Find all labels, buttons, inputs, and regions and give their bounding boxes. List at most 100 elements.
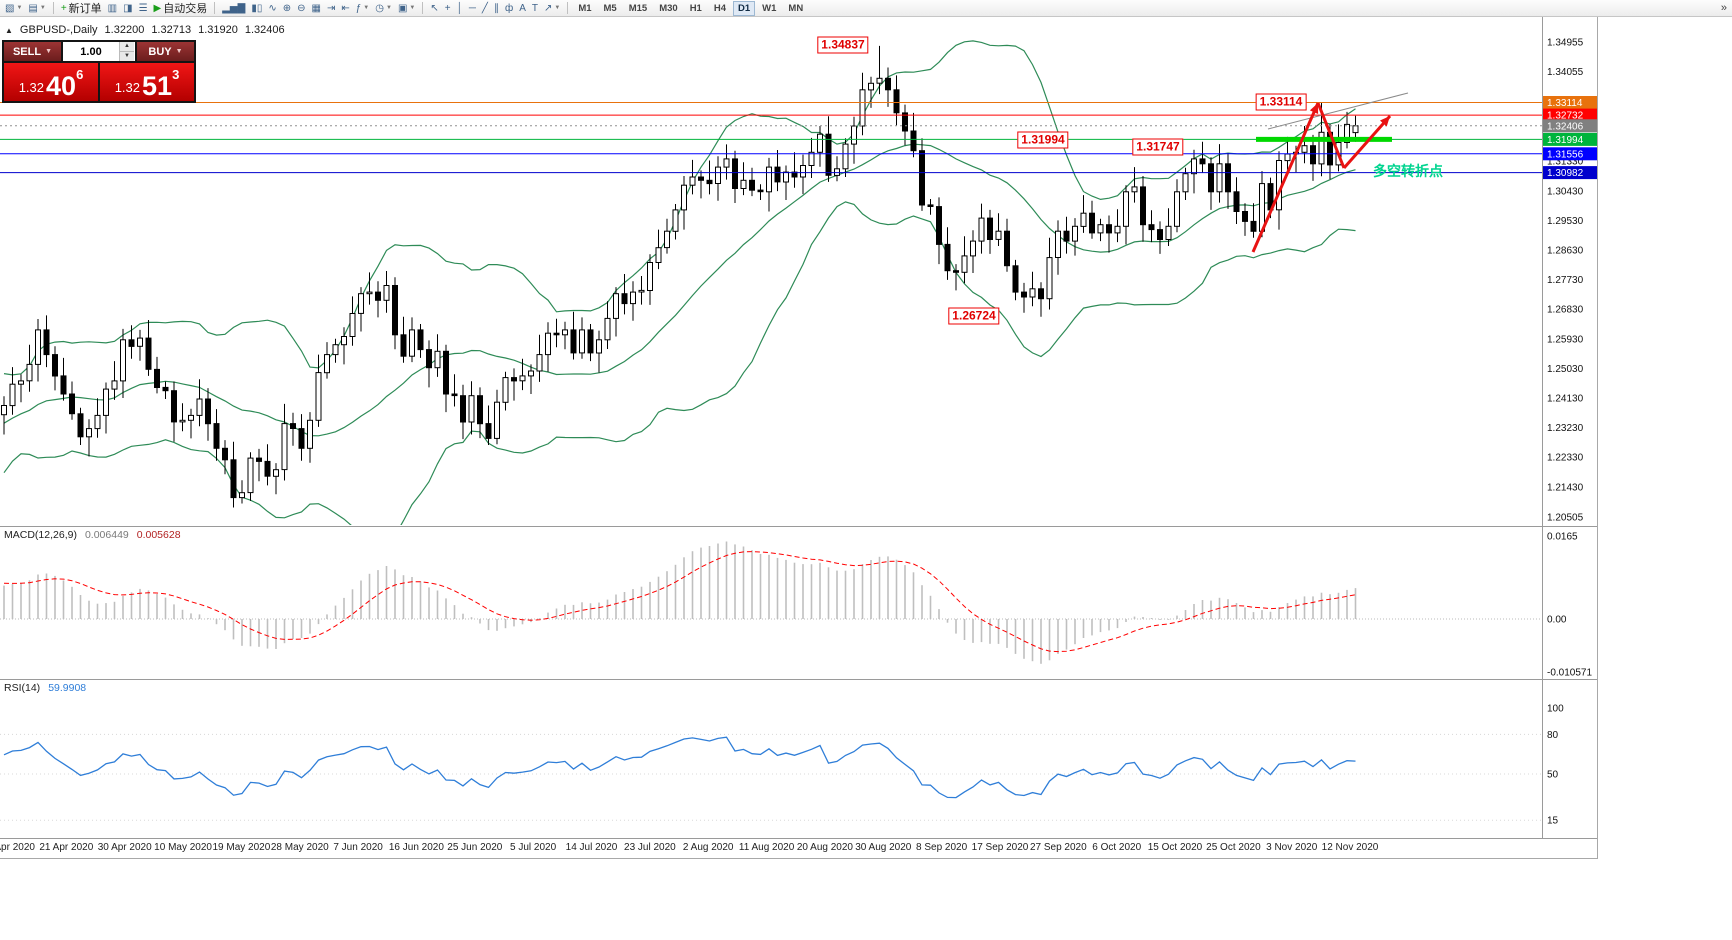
bull-candle	[35, 329, 41, 365]
price-callout[interactable]: 1.31994	[1017, 131, 1069, 149]
lot-size-input[interactable]	[63, 42, 119, 61]
dropdown-arrow-icon[interactable]: ▼	[16, 5, 23, 11]
bear-candle	[732, 158, 738, 189]
bollinger-bands	[3, 40, 1356, 525]
timeframe-m30[interactable]: M30	[659, 2, 678, 14]
tile-windows-icon[interactable]: ▦	[309, 1, 324, 16]
lot-size-control: ▲ ▼	[63, 42, 135, 61]
timeframe-m1[interactable]: M1	[578, 2, 592, 14]
line-chart-icon[interactable]: ∿	[265, 1, 279, 16]
trendline-object[interactable]	[1267, 92, 1409, 130]
sell-price-display[interactable]: 1.32 40 6	[4, 63, 98, 101]
templates-icon[interactable]: ▣ ▼	[395, 1, 418, 16]
bar-chart-icon[interactable]: ▂▅▇	[219, 1, 248, 16]
arrows-icon[interactable]: ↗ ▼	[541, 1, 563, 16]
channel-icon[interactable]: ∥	[491, 1, 502, 16]
trend-arrow[interactable]	[1316, 102, 1346, 169]
date-axis-label: 15 Oct 2020	[1148, 842, 1203, 853]
trend-arrow[interactable]	[1251, 102, 1320, 253]
buy-button[interactable]: BUY ▼	[137, 42, 194, 61]
lot-decrease-button[interactable]: ▼	[120, 52, 134, 61]
price-axis-badge[interactable]	[1543, 166, 1597, 180]
sell-button[interactable]: SELL ▼	[4, 42, 61, 61]
sell-dropdown-icon[interactable]: ▼	[45, 48, 53, 55]
date-axis-label: 12 Nov 2020	[1322, 842, 1379, 853]
chart-window-gbpusd[interactable]: 1.34955 1.34055 1.31330 1.30430 1.29530 1.286…	[0, 17, 1598, 859]
buy-dropdown-icon[interactable]: ▼	[175, 48, 183, 55]
buy-price-display[interactable]: 1.32 51 3	[100, 63, 194, 101]
vertical-line-icon[interactable]: │	[454, 1, 466, 16]
indicators-icon[interactable]: ƒ ▼	[353, 1, 373, 16]
crosshair-icon: +	[444, 2, 451, 14]
price-axis-badge[interactable]	[1543, 96, 1597, 109]
dropdown-arrow-icon[interactable]: ▼	[409, 5, 416, 11]
chart-shift-icon[interactable]: ⇤	[338, 1, 352, 16]
autotrading-button[interactable]: ▶ 自动交易	[151, 1, 211, 16]
timeframe-m5[interactable]: M5	[603, 2, 617, 14]
timeframe-m15[interactable]: M15	[628, 2, 648, 14]
bear-candle	[77, 413, 84, 438]
price-axis-badge[interactable]	[1543, 132, 1597, 146]
timeframe-h4[interactable]: H4	[713, 2, 726, 14]
timeframe-h1[interactable]: H1	[689, 2, 702, 14]
rsi-graphics	[0, 733, 1542, 821]
bear-candle	[230, 459, 237, 499]
fibonacci-icon[interactable]: ф	[502, 1, 516, 16]
toolbar-overflow-icon[interactable]: »	[1720, 2, 1727, 14]
bull-candle	[596, 339, 602, 354]
timeframe-d1[interactable]: D1	[733, 0, 756, 16]
profiles-icon[interactable]: ▤ ▼	[25, 1, 48, 16]
price-axis-badge[interactable]	[1543, 108, 1597, 122]
periods-icon[interactable]: ◷ ▼	[372, 1, 395, 16]
bear-candle	[553, 332, 560, 336]
market-watch-icon[interactable]: ▥	[105, 1, 120, 16]
date-axis-label: 28 May 2020	[271, 842, 329, 853]
new-chart-icon[interactable]: ▧ ▼	[2, 1, 25, 16]
dropdown-arrow-icon[interactable]: ▼	[39, 5, 46, 11]
dropdown-arrow-icon[interactable]: ▼	[363, 5, 370, 11]
chinese-annotation-text[interactable]: 多空转折点	[1373, 163, 1443, 179]
bull-candle	[723, 158, 730, 168]
crosshair-icon[interactable]: +	[442, 1, 454, 16]
timeframe-mn[interactable]: MN	[788, 2, 804, 14]
data-window-icon[interactable]: ◨	[120, 1, 135, 16]
trend-arrow[interactable]	[1342, 115, 1392, 169]
navigator-icon[interactable]: ☰	[136, 1, 151, 16]
text-label-icon[interactable]: T	[529, 1, 541, 16]
rsi-axis-label: 50	[1547, 770, 1559, 781]
price-callout[interactable]: 1.31747	[1132, 138, 1184, 156]
zoom-in-icon[interactable]: ⊕	[280, 1, 294, 16]
price-axis-label: 1.21430	[1547, 482, 1584, 493]
rsi-value: 59.9908	[48, 682, 87, 694]
date-axis-label: 30 Apr 2020	[98, 842, 152, 853]
new-chart-icon: ▧	[5, 2, 15, 14]
bull-candle	[1191, 158, 1197, 175]
bull-candle	[808, 151, 815, 167]
timeframe-w1[interactable]: W1	[762, 2, 777, 14]
bull-candle	[970, 240, 976, 257]
price-callout[interactable]: 1.26724	[948, 307, 1000, 325]
bear-candle	[1063, 230, 1070, 242]
bull-candle	[800, 165, 806, 178]
new-order-button[interactable]: + 新订单	[58, 1, 105, 16]
price-chart-canvas[interactable]: 1.34955 1.34055 1.31330 1.30430 1.29530 1.286…	[0, 17, 1597, 858]
bull-candle	[604, 317, 611, 341]
zoom-out-icon[interactable]: ⊖	[294, 1, 308, 16]
price-callout[interactable]: 1.34837	[817, 36, 869, 54]
candlestick-chart-icon[interactable]: ▮▯	[248, 1, 265, 16]
auto-scroll-icon[interactable]: ⇥	[324, 1, 338, 16]
dropdown-arrow-icon[interactable]: ▼	[554, 5, 561, 11]
price-axis-badge[interactable]	[1543, 119, 1597, 133]
text-icon[interactable]: A	[516, 1, 529, 16]
lot-increase-button[interactable]: ▲	[120, 42, 134, 52]
cursor-icon[interactable]: ↖	[427, 1, 441, 16]
dropdown-arrow-icon[interactable]: ▼	[385, 5, 392, 11]
expand-marker-icon[interactable]: ▲	[5, 25, 13, 35]
autotrading-icon: ▶	[153, 2, 162, 14]
horizontal-line-icon[interactable]: ─	[466, 1, 479, 16]
trendline-icon[interactable]: ╱	[479, 1, 491, 16]
bear-candle	[1021, 291, 1027, 298]
macd-axis-label: 0.00	[1547, 615, 1567, 626]
price-callout[interactable]: 1.33114	[1255, 93, 1307, 111]
price-axis-badge[interactable]	[1543, 147, 1597, 161]
